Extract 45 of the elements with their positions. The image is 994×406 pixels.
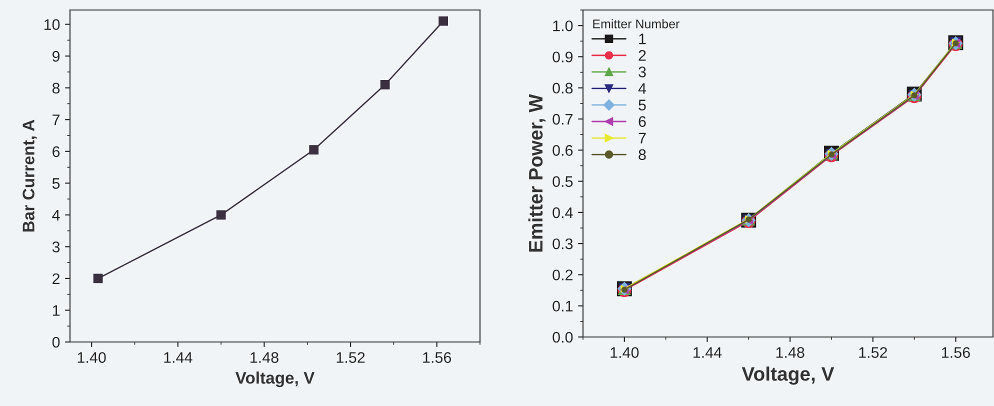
y-tick-label: 2 <box>52 273 60 284</box>
y-tick-label: 10 <box>44 19 60 30</box>
y-tick-label: 0.8 <box>552 82 573 94</box>
legend-label: 7 <box>638 132 646 144</box>
y-tick-label: 9 <box>52 50 60 62</box>
legend-title: Emitter Number <box>593 19 680 28</box>
y-tick-label: 0 <box>52 336 60 348</box>
legend-label: 6 <box>638 116 646 127</box>
legend-label: 5 <box>638 100 646 110</box>
y-tick-label: 1 <box>52 305 60 316</box>
legend-label: 1 <box>639 34 646 44</box>
x-tick-label: 1.40 <box>610 347 639 358</box>
y-tick-label: 0.1 <box>552 300 573 312</box>
y-tick-label: 0.6 <box>552 145 573 156</box>
y-tick-label: 0.7 <box>552 114 573 125</box>
legend-label: 3 <box>638 66 646 78</box>
y-tick-label: 0.0 <box>552 332 573 343</box>
y-tick-label: 1.0 <box>553 20 573 32</box>
y-tick-label: 8 <box>52 82 60 94</box>
x-axis-title: Voltage, V <box>742 366 834 385</box>
y-tick-label: 4 <box>52 210 60 220</box>
y-tick-label: 7 <box>52 114 60 126</box>
y-tick-label: 5 <box>52 178 60 189</box>
y-tick-label: 6 <box>52 146 60 158</box>
y-tick-label: 0.9 <box>552 52 573 62</box>
x-tick-label: 1.52 <box>336 352 365 363</box>
y-tick-label: 0.3 <box>552 238 573 250</box>
y-tick-label: 0.5 <box>552 176 573 187</box>
legend-label: 4 <box>638 83 646 94</box>
y-axis-title: Bar Current, A <box>22 120 37 232</box>
y-tick-label: 0.4 <box>552 207 573 218</box>
x-tick-label: 1.40 <box>78 352 106 363</box>
y-tick-label: 3 <box>52 242 60 252</box>
x-tick-label: 1.52 <box>859 347 887 358</box>
y-axis-title: Emitter Power, W <box>528 94 546 252</box>
x-tick-label: 1.48 <box>250 352 278 363</box>
x-tick-label: 1.56 <box>423 352 452 363</box>
x-tick-label: 1.44 <box>694 347 722 358</box>
y-tick-label: 0.2 <box>552 270 573 280</box>
x-tick-label: 1.44 <box>164 352 192 363</box>
x-tick-label: 1.56 <box>942 347 970 358</box>
legend-label: 2 <box>638 50 646 61</box>
x-tick-label: 1.48 <box>776 347 804 358</box>
legend-label: 8 <box>638 149 646 160</box>
x-axis-title: Voltage, V <box>235 372 315 388</box>
